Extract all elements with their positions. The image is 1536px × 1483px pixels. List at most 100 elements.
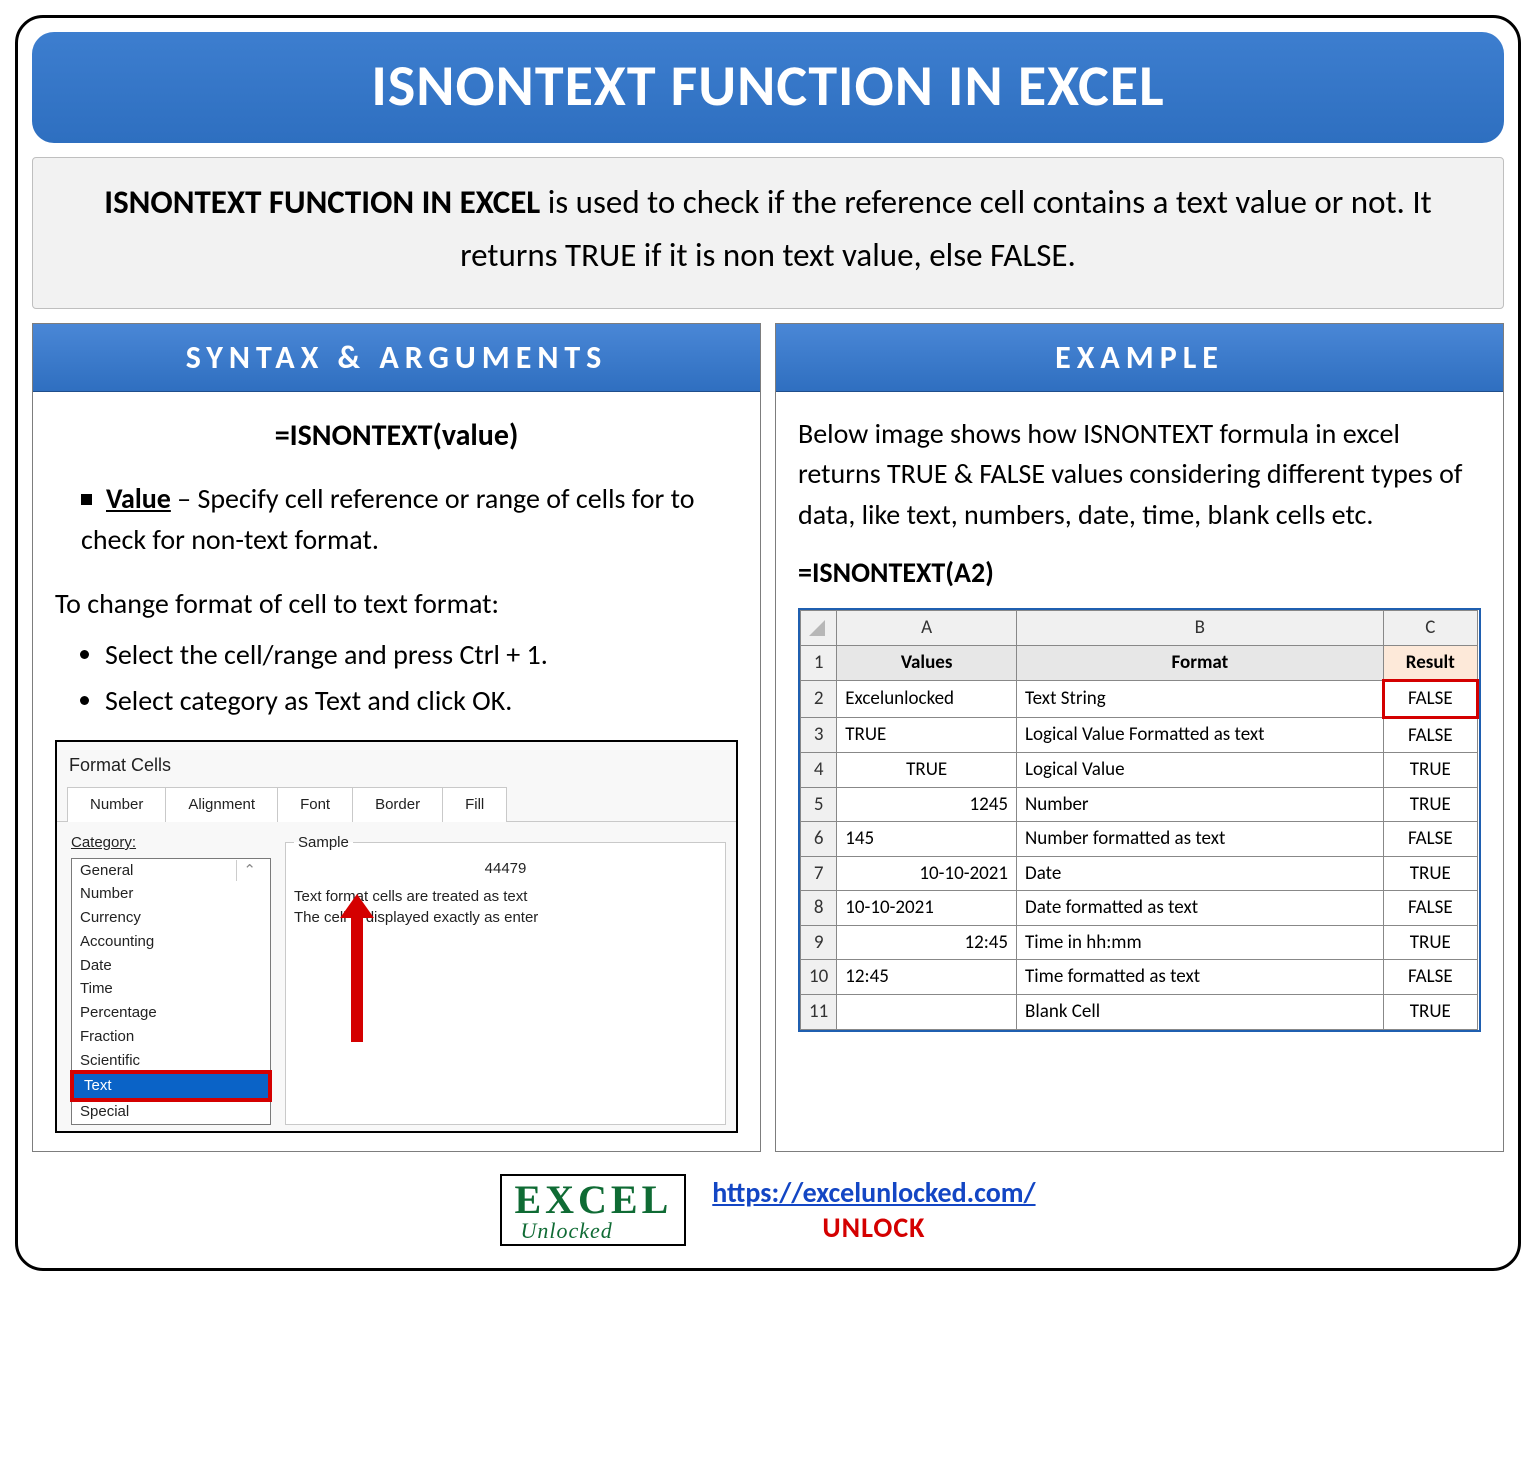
table-row: 2ExcelunlockedText StringFALSE bbox=[801, 681, 1478, 718]
category-item[interactable]: Accounting bbox=[72, 930, 270, 954]
tab-border[interactable]: Border bbox=[353, 787, 443, 822]
sample-label: Sample bbox=[294, 832, 353, 854]
category-item[interactable]: Time bbox=[72, 977, 270, 1001]
cell-values[interactable]: TRUE bbox=[837, 717, 1017, 753]
cell-result[interactable]: TRUE bbox=[1383, 925, 1477, 960]
cell-values[interactable] bbox=[837, 994, 1017, 1029]
row-head[interactable]: 10 bbox=[801, 960, 837, 995]
cell-values[interactable]: 12:45 bbox=[837, 925, 1017, 960]
cell-values[interactable]: 10-10-2021 bbox=[837, 891, 1017, 926]
syntax-formula: =ISNONTEXT(value) bbox=[55, 414, 738, 458]
cell-result[interactable]: FALSE bbox=[1383, 891, 1477, 926]
cell-values[interactable]: TRUE bbox=[837, 753, 1017, 788]
row-head[interactable]: 8 bbox=[801, 891, 837, 926]
cell-values[interactable]: 12:45 bbox=[837, 960, 1017, 995]
cell-format[interactable]: Date bbox=[1017, 856, 1384, 891]
example-body: Below image shows how ISNONTEXT formula … bbox=[776, 392, 1503, 1151]
cell-format[interactable]: Text String bbox=[1017, 681, 1384, 718]
tab-alignment[interactable]: Alignment bbox=[166, 787, 278, 822]
category-item[interactable]: Special bbox=[72, 1100, 270, 1124]
tab-font[interactable]: Font bbox=[278, 787, 353, 822]
sample-box: Sample 44479 Text format cells are treat… bbox=[285, 832, 726, 1125]
description-bar: ISNONTEXT FUNCTION IN EXCEL is used to c… bbox=[32, 157, 1504, 309]
table-row: 1 Values Format Result bbox=[801, 645, 1478, 681]
cell-format[interactable]: Time in hh:mm bbox=[1017, 925, 1384, 960]
step-item: Select the cell/range and press Ctrl + 1… bbox=[105, 635, 738, 676]
tab-fill[interactable]: Fill bbox=[443, 787, 507, 822]
row-head[interactable]: 2 bbox=[801, 681, 837, 718]
cell-result[interactable]: FALSE bbox=[1383, 960, 1477, 995]
cell-format[interactable]: Logical Value bbox=[1017, 753, 1384, 788]
cell-result[interactable]: TRUE bbox=[1383, 753, 1477, 788]
cell-result[interactable]: TRUE bbox=[1383, 787, 1477, 822]
select-all-corner[interactable] bbox=[801, 610, 837, 645]
row-head[interactable]: 6 bbox=[801, 822, 837, 857]
steps-list: Select the cell/range and press Ctrl + 1… bbox=[85, 635, 738, 722]
description-rest: is used to check if the reference cell c… bbox=[460, 182, 1432, 275]
footer-url-link[interactable]: https://excelunlocked.com/ bbox=[712, 1175, 1035, 1210]
sample-value: 44479 bbox=[294, 856, 717, 888]
cell-values[interactable]: 10-10-2021 bbox=[837, 856, 1017, 891]
header-result: Result bbox=[1383, 645, 1477, 681]
dialog-body: Category: General⌃ Number Currency Accou… bbox=[57, 822, 736, 1131]
category-list[interactable]: General⌃ Number Currency Accounting Date… bbox=[71, 858, 271, 1125]
col-head-c[interactable]: C bbox=[1383, 610, 1477, 645]
table-row: 710-10-2021DateTRUE bbox=[801, 856, 1478, 891]
category-item[interactable]: Percentage bbox=[72, 1001, 270, 1025]
scroll-up-icon[interactable]: ⌃ bbox=[236, 860, 262, 882]
argument-name: Value bbox=[106, 481, 171, 516]
footer-links: https://excelunlocked.com/ UNLOCK bbox=[712, 1175, 1035, 1245]
dialog-title: Format Cells bbox=[57, 742, 736, 786]
cell-result[interactable]: TRUE bbox=[1383, 994, 1477, 1029]
format-cells-dialog: Format Cells Number Alignment Font Borde… bbox=[55, 740, 738, 1133]
example-header: EXAMPLE bbox=[776, 324, 1503, 392]
category-item[interactable]: Date bbox=[72, 954, 270, 978]
row-head[interactable]: 3 bbox=[801, 717, 837, 753]
header-values: Values bbox=[837, 645, 1017, 681]
category-label: Category: bbox=[71, 832, 271, 854]
category-item[interactable]: Scientific bbox=[72, 1049, 270, 1073]
table-row: 810-10-2021Date formatted as textFALSE bbox=[801, 891, 1478, 926]
category-item[interactable]: Currency bbox=[72, 906, 270, 930]
cell-values[interactable]: Excelunlocked bbox=[837, 681, 1017, 718]
syntax-body: =ISNONTEXT(value) Value – Specify cell r… bbox=[33, 392, 760, 1151]
cell-result[interactable]: TRUE bbox=[1383, 856, 1477, 891]
category-item[interactable]: Number bbox=[72, 882, 270, 906]
row-head[interactable]: 9 bbox=[801, 925, 837, 960]
steps-intro: To change format of cell to text format: bbox=[55, 584, 738, 625]
cell-result[interactable]: FALSE bbox=[1383, 681, 1477, 718]
dialog-tabs: Number Alignment Font Border Fill bbox=[57, 786, 736, 822]
bullet-square-icon bbox=[81, 494, 92, 505]
excel-unlocked-logo: EXCEL Unlocked bbox=[500, 1174, 686, 1246]
cell-format[interactable]: Date formatted as text bbox=[1017, 891, 1384, 926]
row-head[interactable]: 5 bbox=[801, 787, 837, 822]
category-item[interactable]: General⌃ bbox=[72, 859, 270, 883]
col-head-a[interactable]: A bbox=[837, 610, 1017, 645]
cell-result[interactable]: FALSE bbox=[1383, 717, 1477, 753]
cell-result[interactable]: FALSE bbox=[1383, 822, 1477, 857]
table-row: 3TRUELogical Value Formatted as textFALS… bbox=[801, 717, 1478, 753]
cell-format[interactable]: Number formatted as text bbox=[1017, 822, 1384, 857]
cell-format[interactable]: Number bbox=[1017, 787, 1384, 822]
col-head-b[interactable]: B bbox=[1017, 610, 1384, 645]
table-row: 1012:45Time formatted as textFALSE bbox=[801, 960, 1478, 995]
description-lead: ISNONTEXT FUNCTION IN EXCEL bbox=[104, 182, 540, 222]
cell-format[interactable]: Blank Cell bbox=[1017, 994, 1384, 1029]
category-item-selected[interactable]: Text bbox=[70, 1070, 272, 1102]
argument-line: Value – Specify cell reference or range … bbox=[81, 479, 730, 560]
row-head[interactable]: 4 bbox=[801, 753, 837, 788]
row-head[interactable]: 1 bbox=[801, 645, 837, 681]
columns: SYNTAX & ARGUMENTS =ISNONTEXT(value) Val… bbox=[32, 323, 1504, 1152]
table-row: 4TRUELogical ValueTRUE bbox=[801, 753, 1478, 788]
row-head[interactable]: 11 bbox=[801, 994, 837, 1029]
cell-values[interactable]: 1245 bbox=[837, 787, 1017, 822]
cell-format[interactable]: Logical Value Formatted as text bbox=[1017, 717, 1384, 753]
step-item: Select category as Text and click OK. bbox=[105, 681, 738, 722]
page-title: ISNONTEXT FUNCTION IN EXCEL bbox=[32, 32, 1504, 143]
cell-format[interactable]: Time formatted as text bbox=[1017, 960, 1384, 995]
cell-values[interactable]: 145 bbox=[837, 822, 1017, 857]
tab-number[interactable]: Number bbox=[67, 787, 166, 822]
category-item[interactable]: Fraction bbox=[72, 1025, 270, 1049]
row-head[interactable]: 7 bbox=[801, 856, 837, 891]
syntax-header: SYNTAX & ARGUMENTS bbox=[33, 324, 760, 392]
